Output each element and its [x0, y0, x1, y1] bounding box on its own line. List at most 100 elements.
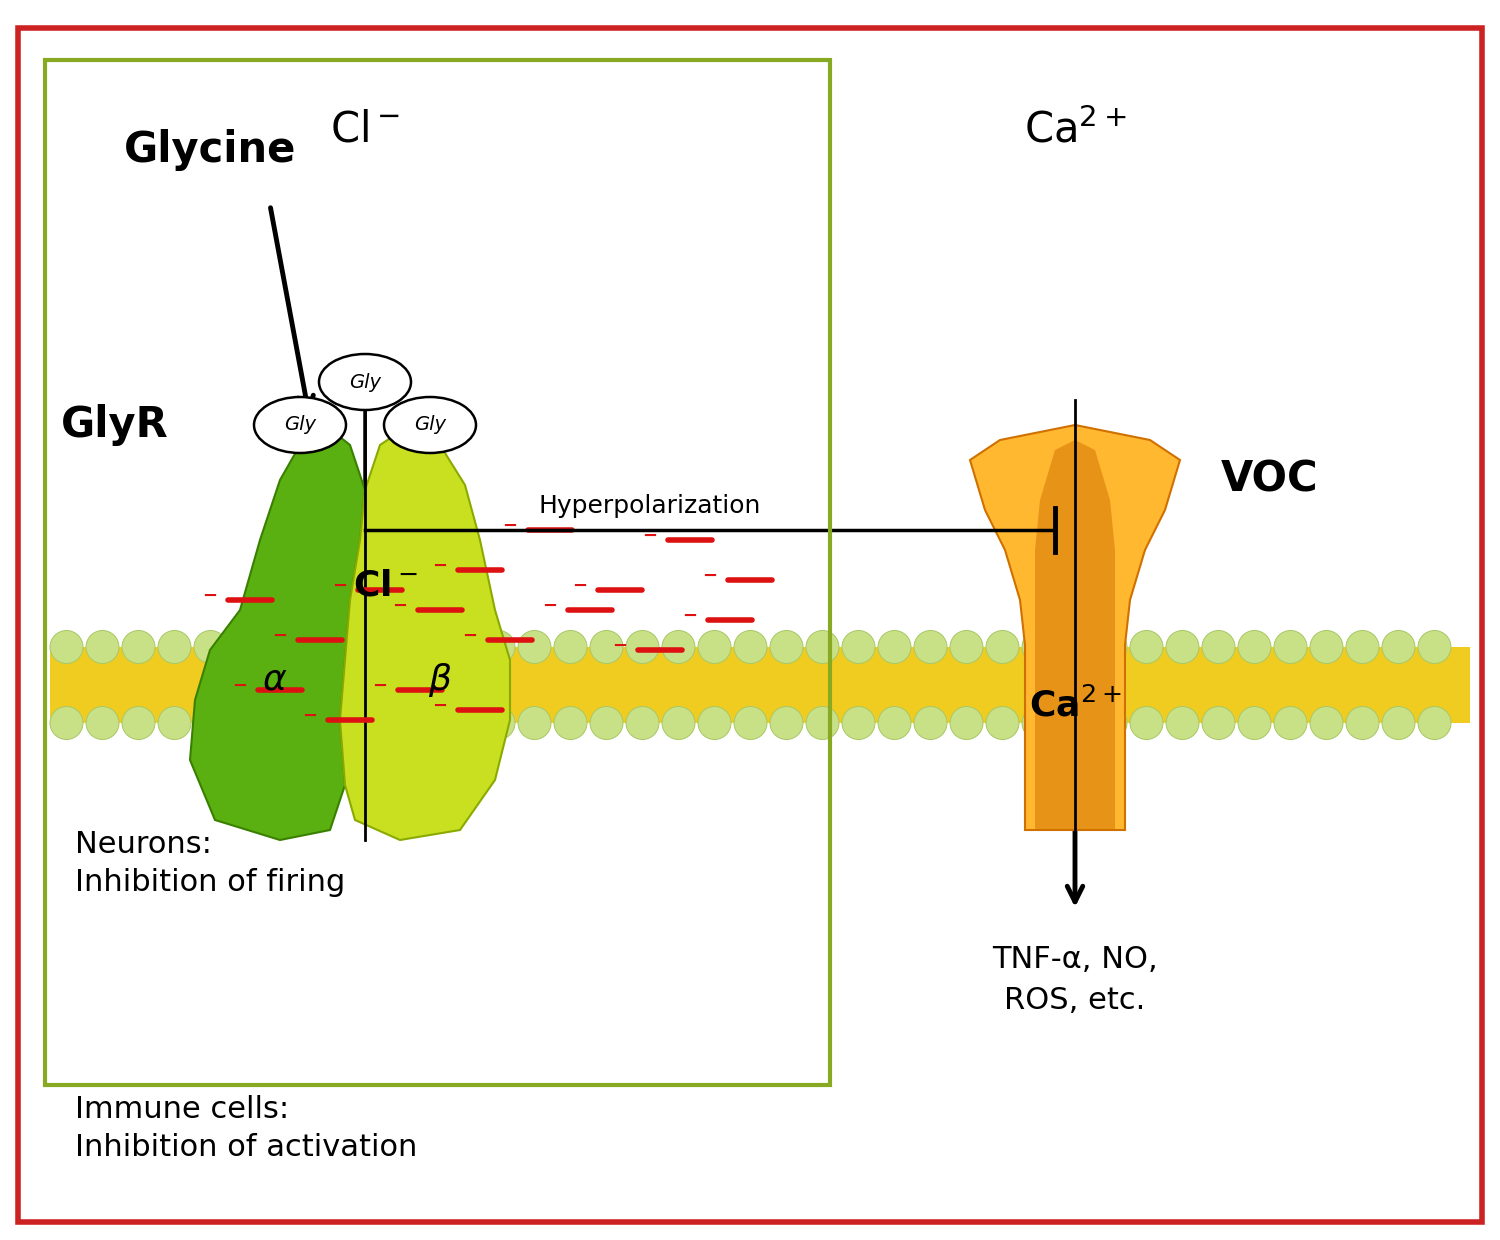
Circle shape — [914, 630, 946, 663]
Circle shape — [1346, 707, 1378, 739]
Text: GlyR: GlyR — [62, 404, 170, 446]
Polygon shape — [190, 425, 364, 839]
Circle shape — [446, 630, 478, 663]
Circle shape — [842, 630, 874, 663]
Circle shape — [1130, 630, 1162, 663]
Circle shape — [1094, 707, 1126, 739]
Circle shape — [698, 707, 730, 739]
Text: −: − — [432, 697, 447, 715]
Circle shape — [734, 707, 766, 739]
Circle shape — [1202, 630, 1234, 663]
Circle shape — [1382, 707, 1414, 739]
Text: −: − — [273, 627, 288, 645]
Circle shape — [302, 707, 334, 739]
Circle shape — [410, 630, 442, 663]
Polygon shape — [340, 425, 510, 839]
Circle shape — [374, 630, 406, 663]
Circle shape — [1130, 707, 1162, 739]
Text: −: − — [393, 596, 408, 615]
Text: −: − — [543, 596, 558, 615]
Circle shape — [1382, 630, 1414, 663]
Ellipse shape — [320, 353, 411, 410]
Text: −: − — [503, 517, 518, 534]
Ellipse shape — [254, 397, 346, 453]
Circle shape — [338, 707, 370, 739]
Circle shape — [734, 630, 766, 663]
Text: −: − — [303, 707, 318, 725]
Circle shape — [194, 707, 226, 739]
Ellipse shape — [384, 397, 476, 453]
Circle shape — [914, 707, 946, 739]
Circle shape — [770, 707, 802, 739]
Circle shape — [50, 707, 82, 739]
Circle shape — [950, 707, 982, 739]
Circle shape — [446, 707, 478, 739]
Circle shape — [590, 630, 622, 663]
Circle shape — [986, 630, 1018, 663]
Text: Gly: Gly — [414, 415, 446, 434]
Text: TNF-α, NO,
ROS, etc.: TNF-α, NO, ROS, etc. — [992, 945, 1158, 1014]
Polygon shape — [1035, 440, 1114, 830]
Text: Immune cells:
Inhibition of activation: Immune cells: Inhibition of activation — [75, 1095, 417, 1162]
Circle shape — [1274, 630, 1306, 663]
Circle shape — [518, 630, 550, 663]
Circle shape — [1346, 630, 1378, 663]
Circle shape — [554, 630, 586, 663]
Circle shape — [266, 630, 298, 663]
Circle shape — [1058, 707, 1090, 739]
Text: −: − — [333, 577, 348, 595]
Circle shape — [410, 707, 442, 739]
Text: Cl$^-$: Cl$^-$ — [352, 568, 417, 601]
Circle shape — [122, 707, 154, 739]
Circle shape — [554, 707, 586, 739]
Polygon shape — [970, 425, 1180, 830]
Circle shape — [662, 707, 694, 739]
Circle shape — [230, 630, 262, 663]
Text: Cl$^-$: Cl$^-$ — [330, 109, 400, 151]
Circle shape — [1238, 630, 1270, 663]
Text: Glycine: Glycine — [124, 129, 296, 171]
Circle shape — [122, 630, 154, 663]
Circle shape — [266, 707, 298, 739]
Circle shape — [1094, 630, 1126, 663]
Circle shape — [50, 630, 82, 663]
Circle shape — [1274, 707, 1306, 739]
Circle shape — [338, 630, 370, 663]
Circle shape — [374, 707, 406, 739]
Text: Gly: Gly — [350, 372, 381, 392]
Circle shape — [518, 707, 550, 739]
Text: Ca$^{2+}$: Ca$^{2+}$ — [1023, 109, 1126, 151]
Circle shape — [950, 630, 982, 663]
Text: Hyperpolarization: Hyperpolarization — [538, 494, 760, 518]
Circle shape — [662, 630, 694, 663]
Circle shape — [158, 630, 190, 663]
Text: −: − — [612, 637, 627, 655]
Text: −: − — [232, 677, 248, 694]
Text: α: α — [262, 663, 286, 697]
Circle shape — [770, 630, 802, 663]
Circle shape — [1166, 707, 1198, 739]
Circle shape — [1310, 630, 1342, 663]
Circle shape — [986, 707, 1018, 739]
Text: −: − — [642, 527, 657, 546]
Circle shape — [1022, 707, 1054, 739]
Bar — [45, 60, 830, 1085]
Circle shape — [86, 630, 118, 663]
Text: −: − — [462, 627, 477, 645]
Circle shape — [1058, 630, 1090, 663]
Text: Neurons:
Inhibition of firing: Neurons: Inhibition of firing — [75, 830, 345, 898]
Circle shape — [1202, 707, 1234, 739]
Text: Gly: Gly — [284, 415, 316, 434]
Circle shape — [806, 707, 838, 739]
Circle shape — [302, 630, 334, 663]
Circle shape — [158, 707, 190, 739]
Text: −: − — [702, 567, 717, 585]
Text: Ca$^{2+}$: Ca$^{2+}$ — [1029, 687, 1122, 723]
Text: −: − — [573, 577, 588, 595]
Text: −: − — [682, 608, 698, 625]
Circle shape — [842, 707, 874, 739]
Circle shape — [626, 630, 658, 663]
Text: VOC: VOC — [1221, 459, 1318, 501]
Circle shape — [1166, 630, 1198, 663]
Circle shape — [1238, 707, 1270, 739]
